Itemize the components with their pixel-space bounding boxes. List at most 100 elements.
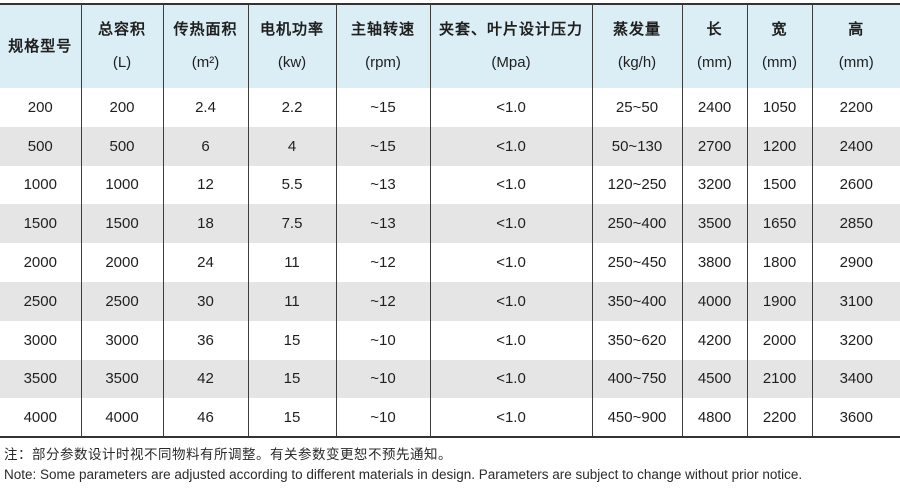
table-cell: 3400 xyxy=(839,370,873,388)
table-cell: 350~400 xyxy=(592,281,683,321)
header-cell-6: 蒸发量 (kg/h) xyxy=(592,4,683,88)
table-cell: 18 xyxy=(163,204,249,244)
table-cell: 4000 xyxy=(682,281,748,321)
table-cell: 4200 xyxy=(682,320,748,360)
table-cell: 1650 xyxy=(747,204,813,244)
table-cell: 11 xyxy=(248,243,337,282)
table-cell: 2600 xyxy=(839,176,873,194)
table-cell: 1800 xyxy=(747,243,813,282)
table-cell: 3000 xyxy=(0,320,82,360)
header-label: 主轴转速 xyxy=(350,21,415,38)
table-cell: 2.2 xyxy=(248,88,337,127)
table-row-2000: 2000 2000 24 11 ~12 <1.0 250~450 3800 1800 2900 xyxy=(0,243,900,282)
note-english: Note: Some parameters are adjusted accor… xyxy=(4,467,803,483)
header-unit: (rpm) xyxy=(365,54,401,71)
table-cell: 1000 xyxy=(81,165,164,205)
table-cell: 15 xyxy=(248,359,337,399)
header-cell-9: 高 (mm) xyxy=(812,4,900,88)
header-cell-4: 主轴转速 (rpm) xyxy=(336,4,431,88)
table-row-4000: 4000 4000 46 15 ~10 <1.0 450~900 4800 2200 3600 xyxy=(0,398,900,438)
spec-table-body: 200 200 2.4 2.2 ~15 <1.0 25~50 2400 1050 2200 500 5… xyxy=(0,88,900,438)
table-cell: 2400 xyxy=(839,137,873,155)
header-label: 规格型号 xyxy=(8,37,73,55)
header-label: 长 xyxy=(706,21,723,38)
table-cell: 1500 xyxy=(0,204,82,244)
table-cell: <1.0 xyxy=(430,398,593,438)
table-cell: 2000 xyxy=(747,320,813,360)
table-row-3000: 3000 3000 36 15 ~10 <1.0 350~620 4200 2000 3200 xyxy=(0,320,900,360)
header-cell-8: 宽 (mm) xyxy=(747,4,813,88)
table-cell: 4000 xyxy=(81,398,164,438)
table-cell: 24 xyxy=(163,243,249,282)
header-label: 总容积 xyxy=(97,21,146,38)
table-row-1000: 1000 1000 12 5.5 ~13 <1.0 120~250 3200 1500 2600 xyxy=(0,165,900,205)
table-cell: 400~750 xyxy=(592,359,683,399)
table-cell: 2900 xyxy=(839,254,873,272)
table-cell: 15 xyxy=(248,398,337,438)
header-unit: (Mpa) xyxy=(491,54,531,71)
table-cell: <1.0 xyxy=(430,204,593,244)
table-cell: 3500 xyxy=(81,359,164,399)
table-cell: 450~900 xyxy=(592,398,683,438)
header-row: 规格型号 总容积 (L) 传热面积 (m²) 电机功率 (kw) 主轴转速 (rpm) 夹套、叶片… xyxy=(0,4,900,88)
header-cell-3: 电机功率 (kw) xyxy=(248,4,337,88)
table-cell: ~15 xyxy=(336,88,431,127)
table-cell: ~12 xyxy=(336,243,431,282)
table-cell: 12 xyxy=(163,165,249,205)
note-chinese: 注：部分参数设计时视不同物料有所调整。有关参数变更恕不预先通知。 xyxy=(4,447,452,463)
header-cell-0: 规格型号 xyxy=(0,4,82,88)
table-cell: 1050 xyxy=(747,88,813,127)
table-cell: 7.5 xyxy=(248,204,337,244)
table-cell: 4000 xyxy=(0,398,82,438)
header-cell-7: 长 (mm) xyxy=(682,4,748,88)
header-unit: (mm) xyxy=(838,54,874,71)
table-cell: <1.0 xyxy=(430,359,593,399)
header-cell-2: 传热面积 (m²) xyxy=(163,4,249,88)
table-cell: ~10 xyxy=(336,359,431,399)
table-cell: ~15 xyxy=(336,126,431,166)
table-cell: 3200 xyxy=(682,165,748,205)
header-label: 蒸发量 xyxy=(612,21,661,38)
table-cell: 1900 xyxy=(747,281,813,321)
table-row-3500: 3500 3500 42 15 ~10 <1.0 400~750 4500 2100 3400 xyxy=(0,359,900,399)
header-label: 传热面积 xyxy=(173,21,238,38)
table-cell: 2200 xyxy=(747,398,813,438)
table-cell: ~13 xyxy=(336,204,431,244)
table-cell: 11 xyxy=(248,281,337,321)
table-cell: 350~620 xyxy=(592,320,683,360)
table-cell: 3500 xyxy=(682,204,748,244)
header-cell-5: 夹套、叶片设计压力 (Mpa) xyxy=(430,4,593,88)
table-cell: ~10 xyxy=(336,398,431,438)
table-cell: ~13 xyxy=(336,165,431,205)
table-cell: 5.5 xyxy=(248,165,337,205)
header-unit: (mm) xyxy=(762,54,797,71)
footnotes: 注：部分参数设计时视不同物料有所调整。有关参数变更恕不预先通知。 Note: S… xyxy=(0,438,900,484)
table-cell: <1.0 xyxy=(430,281,593,321)
table-cell: 6 xyxy=(163,126,249,166)
table-cell: 2000 xyxy=(81,243,164,282)
header-unit: (kw) xyxy=(277,54,307,71)
table-cell: <1.0 xyxy=(430,320,593,360)
table-cell: 3100 xyxy=(839,292,873,310)
table-row-500: 500 500 6 4 ~15 <1.0 50~130 2700 1200 2400 xyxy=(0,126,900,166)
header-label: 高 xyxy=(848,21,865,38)
table-cell: <1.0 xyxy=(430,243,593,282)
header-unit: (m²) xyxy=(191,54,220,71)
table-cell: 2700 xyxy=(682,126,748,166)
table-cell: 1200 xyxy=(747,126,813,166)
table-cell: <1.0 xyxy=(430,126,593,166)
table-cell: 1500 xyxy=(81,204,164,244)
table-cell: 3800 xyxy=(682,243,748,282)
header-label: 宽 xyxy=(771,21,788,38)
table-cell: 2500 xyxy=(0,281,82,321)
table-cell: 4500 xyxy=(682,359,748,399)
table-cell: 500 xyxy=(0,126,82,166)
table-cell: ~10 xyxy=(336,320,431,360)
table-cell: 2400 xyxy=(682,88,748,127)
table-cell: 30 xyxy=(163,281,249,321)
table-cell: 250~450 xyxy=(592,243,683,282)
table-cell: 2100 xyxy=(747,359,813,399)
table-cell: 25~50 xyxy=(592,88,683,127)
table-cell: 46 xyxy=(163,398,249,438)
